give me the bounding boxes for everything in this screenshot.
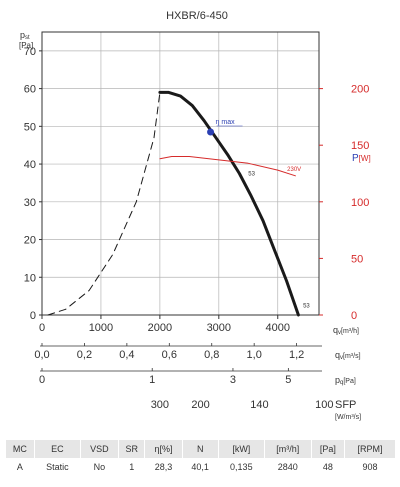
y-axis-right-label-main: P xyxy=(352,153,359,164)
secondary-scale-label: 0,8 xyxy=(204,349,219,361)
header-pressure: [Pa] xyxy=(311,440,346,458)
curve-label: 230V xyxy=(287,167,301,173)
series-line xyxy=(158,90,300,317)
y-axis-right-label-unit: [W] xyxy=(359,154,371,163)
y-axis-left-unit: [Pa] xyxy=(19,41,33,50)
y-axis-right-label: P[W] xyxy=(352,153,371,164)
y-right-tick-label: 100 xyxy=(351,197,369,209)
x-axis-label: qv[m³/h] xyxy=(333,325,359,336)
secondary-scale-label: 1,2 xyxy=(289,349,304,361)
y-left-tick-label: 60 xyxy=(24,84,36,96)
header-sr: SR xyxy=(118,440,146,458)
cell-ec: Static xyxy=(34,458,81,476)
table-row: A Static No 1 28,3 40,1 0,135 2840 48 90… xyxy=(6,458,396,476)
cell-flow: 2840 xyxy=(264,458,312,476)
series-layer xyxy=(47,90,300,317)
y-right-tick-label: 0 xyxy=(351,310,357,322)
cell-sr: 1 xyxy=(118,458,146,476)
x-axis-label-sub: v xyxy=(338,330,341,336)
secondary-scale-title: SFP xyxy=(335,399,356,411)
secondary-scale-subscript: v xyxy=(340,355,343,361)
cell-mc: A xyxy=(6,458,35,476)
cell-efficiency: 28,3 xyxy=(144,458,183,476)
x-axis-label-main: q xyxy=(333,325,338,335)
cell-vsd: No xyxy=(80,458,119,476)
secondary-scale-label: 1,0 xyxy=(247,349,262,361)
secondary-scale-label: 1 xyxy=(149,374,155,386)
x-axis-label-unit: [m³/h] xyxy=(341,328,359,335)
spec-table: MC EC VSD SR η[%] N [kW] [m³/h] [Pa] [RP… xyxy=(6,440,396,476)
header-kw: [kW] xyxy=(218,440,265,458)
secondary-scale-subscript: q xyxy=(340,380,343,386)
eta-max-label: η max xyxy=(216,119,236,126)
cell-kw: 0,135 xyxy=(218,458,265,476)
y-right-tick-label: 200 xyxy=(351,84,369,96)
y-left-tick-label: 70 xyxy=(24,46,36,58)
secondary-scale-title: qv[m³/s] xyxy=(335,350,361,361)
secondary-scale-label: 200 xyxy=(191,399,209,411)
secondary-scale-title: pq[Pa] xyxy=(335,375,356,386)
secondary-scale-unit: [m³/s] xyxy=(343,353,361,360)
y-left-tick-label: 40 xyxy=(24,159,36,171)
secondary-scale-label: 5 xyxy=(285,374,291,386)
secondary-scale-unit: [Pa] xyxy=(343,378,356,385)
x-tick-label: 2000 xyxy=(148,322,172,334)
y-axis-right-ticks: 0 50 100 150 200 xyxy=(319,84,369,322)
y-left-tick-label: 50 xyxy=(24,121,36,133)
cell-rpm: 908 xyxy=(344,458,396,476)
chart-title: HXBR/6-450 xyxy=(166,10,228,22)
y-left-tick-label: 0 xyxy=(30,310,36,322)
y-right-tick-label: 150 xyxy=(351,140,369,152)
x-tick-label: 3000 xyxy=(207,322,231,334)
x-tick-label: 1000 xyxy=(89,322,113,334)
x-axis-ticks: 0 1000 2000 3000 4000 xyxy=(39,315,290,334)
secondary-scale-label: 100 xyxy=(315,399,333,411)
secondary-scale-label: 300 xyxy=(151,399,169,411)
cell-pressure: 48 xyxy=(311,458,346,476)
plot-frame xyxy=(41,31,320,316)
secondary-scale-label: 0,2 xyxy=(77,349,92,361)
header-n: N xyxy=(182,440,219,458)
eta-max-point xyxy=(207,128,215,136)
secondary-scale-label: 0,6 xyxy=(162,349,177,361)
y-axis-left-label-sub: st xyxy=(25,35,30,41)
header-mc: MC xyxy=(6,440,35,458)
secondary-scales: 0,0 0,2 0,4 0,6 0,8 1,0 1,2 qv[m³/s]0 1 3 5 pq[Pa]3… xyxy=(34,343,361,421)
y-axis-left-ticks: 0 10 20 30 40 50 60 70 xyxy=(24,46,42,322)
y-axis-left-label-main: p xyxy=(20,30,25,40)
secondary-scale-label: 0,4 xyxy=(119,349,134,361)
header-vsd: VSD xyxy=(80,440,119,458)
y-right-tick-label: 50 xyxy=(351,253,363,265)
curve-label: 53 xyxy=(248,171,255,177)
x-tick-label: 0 xyxy=(39,322,45,334)
secondary-scale-unit: [W/m³/s] xyxy=(335,414,361,421)
spec-table-header-row: MC EC VSD SR η[%] N [kW] [m³/h] [Pa] [RP… xyxy=(6,440,396,458)
series-line xyxy=(159,156,296,177)
header-rpm: [RPM] xyxy=(344,440,396,458)
header-ec: EC xyxy=(34,440,81,458)
secondary-scale-label: 0,0 xyxy=(34,349,49,361)
secondary-scale-label: 0 xyxy=(39,374,45,386)
annotation-layer: η max 53 53 230V xyxy=(207,119,310,309)
y-left-tick-label: 30 xyxy=(24,197,36,209)
header-flow: [m³/h] xyxy=(264,440,312,458)
secondary-scale-label: 140 xyxy=(250,399,268,411)
x-tick-label: 4000 xyxy=(266,322,290,334)
header-efficiency: η[%] xyxy=(144,440,183,458)
curve-label: 53 xyxy=(303,303,310,309)
cell-n: 40,1 xyxy=(182,458,219,476)
secondary-scale-label: 3 xyxy=(230,374,236,386)
grid xyxy=(41,32,319,316)
y-axis-left-label: pst xyxy=(20,30,30,41)
y-left-tick-label: 20 xyxy=(24,235,36,247)
series-line xyxy=(47,91,161,316)
y-left-tick-label: 10 xyxy=(24,272,36,284)
